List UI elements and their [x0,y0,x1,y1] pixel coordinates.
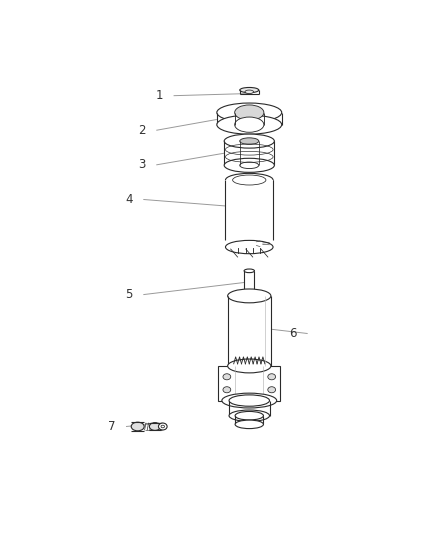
Ellipse shape [235,117,264,132]
Ellipse shape [217,115,282,134]
Ellipse shape [268,374,276,380]
Ellipse shape [228,359,271,373]
Ellipse shape [226,240,273,254]
Ellipse shape [229,395,269,406]
Ellipse shape [244,269,254,273]
Ellipse shape [159,423,167,430]
Ellipse shape [245,90,254,93]
Ellipse shape [217,103,282,122]
Ellipse shape [268,387,276,393]
Ellipse shape [240,138,259,144]
Text: 6: 6 [290,327,297,340]
Text: 2: 2 [138,124,145,137]
Text: 7: 7 [108,420,115,433]
Ellipse shape [226,173,273,187]
Ellipse shape [240,162,259,168]
Ellipse shape [223,387,231,393]
Text: 1: 1 [155,89,163,102]
Ellipse shape [131,422,144,431]
Ellipse shape [229,410,269,422]
Ellipse shape [222,393,277,408]
Ellipse shape [149,423,161,430]
Bar [228,296,271,366]
Bar [218,366,280,401]
Ellipse shape [235,411,263,420]
Ellipse shape [235,105,264,120]
Ellipse shape [161,425,165,428]
Ellipse shape [244,293,254,296]
Text: 3: 3 [138,158,145,172]
Text: 4: 4 [125,193,133,206]
Ellipse shape [235,420,263,429]
Ellipse shape [228,289,271,303]
Text: 5: 5 [125,288,133,301]
Ellipse shape [224,158,274,172]
Ellipse shape [224,134,274,148]
Bar [226,180,273,247]
Ellipse shape [240,87,259,93]
Ellipse shape [223,374,231,380]
